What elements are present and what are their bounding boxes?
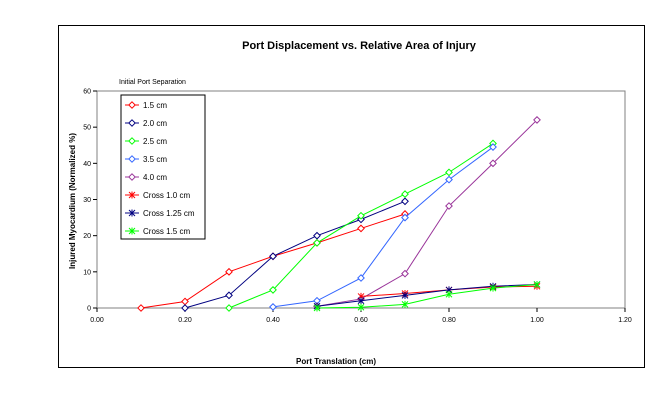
y-tick-label: 60: [83, 89, 91, 96]
data-point: [357, 303, 365, 311]
data-point: [357, 297, 365, 305]
data-point: [313, 231, 321, 240]
data-point: [489, 143, 497, 151]
data-point: [533, 116, 541, 124]
chart-title: Port Displacement vs. Relative Area of I…: [242, 40, 477, 52]
data-point: [401, 190, 409, 198]
data-point: [313, 304, 321, 312]
data-point: [269, 252, 277, 261]
series-2: [181, 197, 409, 312]
legend-marker: [128, 209, 136, 217]
y-tick-label: 50: [83, 125, 91, 132]
data-point: [357, 224, 365, 233]
series-5: [313, 116, 541, 311]
data-point: [445, 168, 453, 177]
legend-label: 3.5 cm: [143, 155, 167, 164]
data-point: [269, 303, 277, 311]
legend: 1.5 cm 2.0 cm 2.5 cm 3.5 cm 4.0 cm Cross 1.0 …: [120, 94, 206, 240]
legend-marker: [128, 101, 136, 109]
data-point: [357, 211, 365, 220]
x-tick-label: 0.60: [354, 317, 368, 324]
series-line: [272, 146, 494, 308]
legend-item: 1.5 cm: [125, 101, 167, 110]
x-axis-label: Port Translation (cm): [296, 357, 376, 366]
legend-item: 2.0 cm: [125, 119, 167, 128]
data-point: [533, 280, 541, 288]
x-tick-label: 0.40: [266, 317, 280, 324]
legend-label: Cross 1.25 cm: [143, 209, 195, 218]
chart-frame: Port Displacement vs. Relative Area of I…: [58, 25, 645, 368]
legend-label: Cross 1.0 cm: [143, 191, 190, 200]
data-point: [181, 297, 189, 306]
data-point: [489, 159, 497, 168]
legend-marker: [128, 155, 136, 163]
data-point: [137, 304, 145, 312]
data-point: [181, 304, 189, 312]
y-tick-label: 20: [83, 233, 91, 240]
series-line: [184, 200, 406, 309]
legend-label: 2.5 cm: [143, 137, 167, 146]
data-point: [401, 213, 409, 222]
legend-label: 4.0 cm: [143, 173, 167, 182]
data-point: [269, 286, 277, 294]
line-chart: Port Displacement vs. Relative Area of I…: [68, 40, 632, 366]
legend-item: 3.5 cm: [125, 155, 167, 164]
legend-marker: [128, 119, 136, 127]
y-tick-label: 40: [83, 161, 91, 168]
data-point: [445, 202, 453, 210]
legend-item: Cross 1.5 cm: [125, 227, 190, 236]
data-point: [225, 267, 233, 276]
legend-item: 4.0 cm: [125, 173, 167, 182]
legend-marker: [128, 137, 136, 145]
legend-box: [120, 94, 206, 240]
legend-item: Cross 1.25 cm: [125, 209, 195, 218]
data-point: [401, 300, 409, 308]
data-point: [445, 175, 453, 184]
legend-label: 2.0 cm: [143, 119, 167, 128]
series-8: [313, 280, 541, 312]
y-tick-label: 30: [83, 197, 91, 204]
data-point: [357, 274, 365, 282]
y-tick-label: 0: [87, 306, 91, 313]
x-tick-label: 1.20: [618, 317, 632, 324]
series-line: [316, 283, 538, 309]
data-point: [313, 238, 321, 247]
x-tick-label: 0.80: [442, 317, 456, 324]
legend-label: 1.5 cm: [143, 101, 167, 110]
data-point: [489, 284, 497, 292]
data-point: [401, 291, 409, 299]
legend-marker: [128, 173, 136, 181]
legend-item: 2.5 cm: [125, 137, 167, 146]
legend-marker: [128, 227, 136, 235]
series-line: [316, 119, 538, 307]
x-tick-label: 0.20: [178, 317, 192, 324]
y-axis-label: Injured Myocardium (Normalized %): [68, 133, 77, 269]
plot-area: 0.00 0.20 0.40 0.60 0.80 1.00 1.20 0 10 20 30 40 50 6…: [83, 89, 632, 325]
x-tick-label: 1.00: [530, 317, 544, 324]
legend-marker: [128, 191, 136, 199]
legend-item: Cross 1.0 cm: [125, 191, 190, 200]
y-tick-label: 10: [83, 269, 91, 276]
data-point: [445, 290, 453, 298]
data-point: [225, 291, 233, 300]
series-3: [225, 139, 497, 312]
series-4: [269, 143, 497, 311]
legend-label: Cross 1.5 cm: [143, 227, 190, 236]
data-point: [401, 197, 409, 206]
legend-title: Initial Port Separation: [119, 79, 186, 86]
series-line: [316, 283, 538, 307]
data-point: [225, 304, 233, 312]
x-tick-label: 0.00: [90, 317, 104, 324]
data-point: [401, 269, 409, 278]
